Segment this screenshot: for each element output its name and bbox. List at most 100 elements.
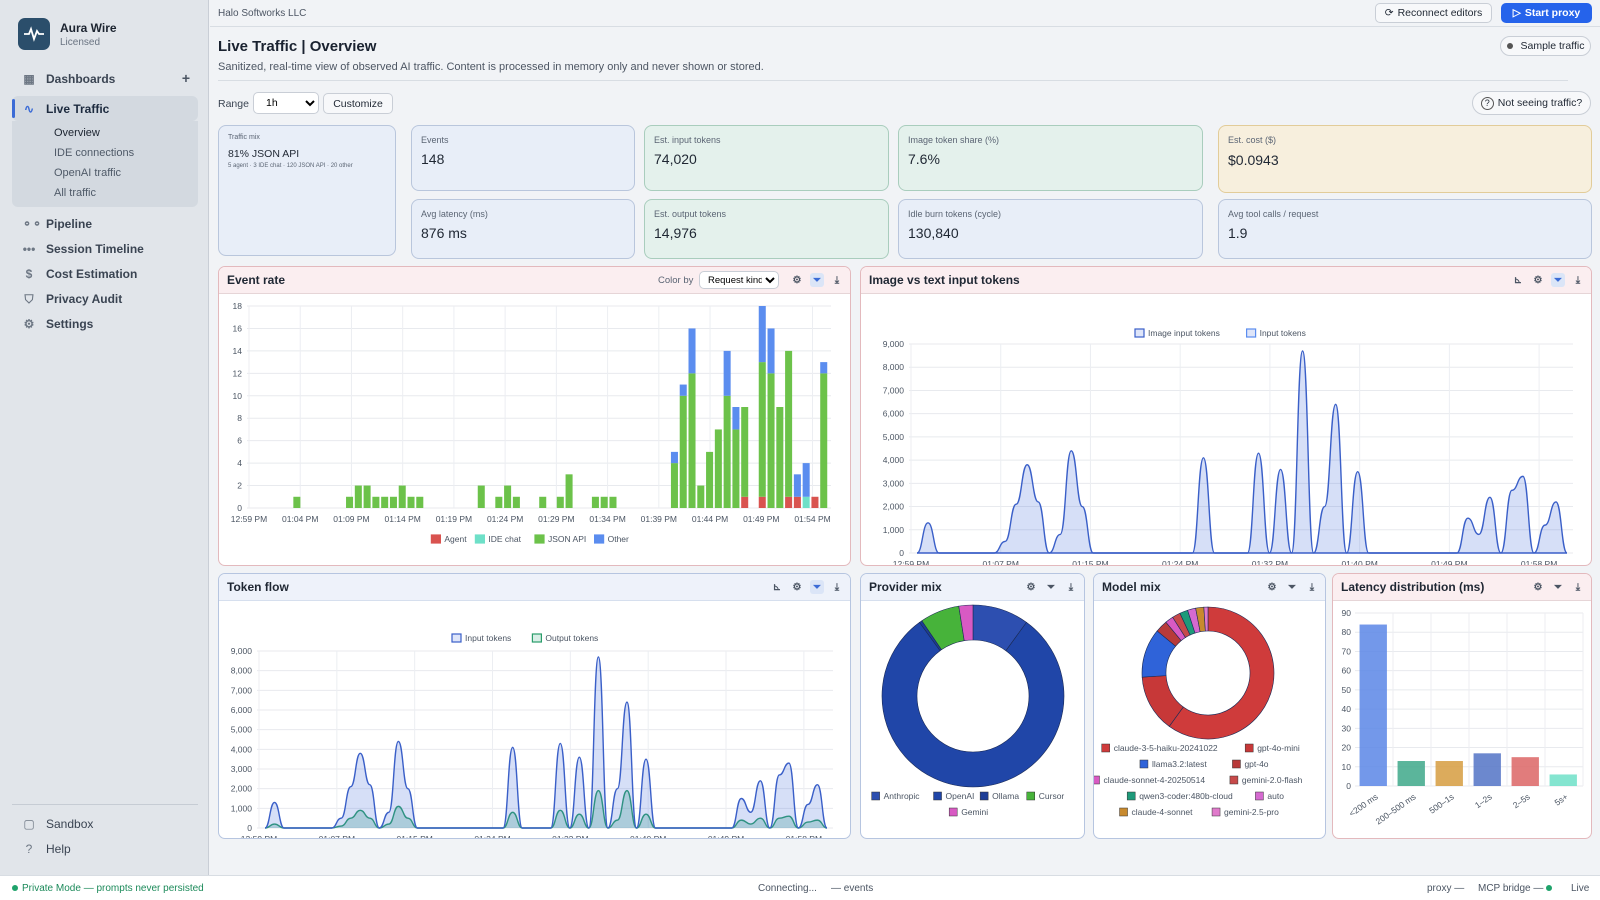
- x-tick-label: 01:39 PM: [641, 514, 677, 524]
- legend-label: claude-sonnet-4-20250514: [1104, 775, 1206, 785]
- sidebar-item-live-traffic[interactable]: ∿ Live Traffic: [12, 96, 198, 121]
- legend-label: Cursor: [1039, 791, 1065, 801]
- bar-segment: [591, 496, 599, 508]
- bar-segment: [802, 463, 810, 497]
- shield-icon: ⛉: [24, 291, 34, 306]
- provider-mix-chart: Anthropic OpenAI Ollama Cursor Gemini: [871, 604, 1065, 817]
- y-tick-label: 7,000: [231, 685, 253, 695]
- color-by-label: Color by: [658, 275, 694, 286]
- x-tick-label: 01:29 PM: [538, 514, 574, 524]
- kpi-label: Idle burn tokens (cycle): [908, 209, 1002, 219]
- y-tick-label: 5,000: [883, 432, 905, 442]
- x-tick-label: 01:58 PM: [1521, 559, 1557, 565]
- subnav-all-traffic[interactable]: All traffic: [54, 187, 96, 199]
- reconnect-editors-button[interactable]: ⟳ Reconnect editors: [1375, 3, 1492, 23]
- not-seeing-traffic-button[interactable]: ? Not seeing traffic?: [1472, 91, 1591, 115]
- download-icon[interactable]: ⤓: [1575, 274, 1581, 286]
- bar-segment: [477, 485, 485, 508]
- sidebar-bottom: ▢ Sandbox ? Help: [12, 804, 198, 861]
- sidebar-item-privacy-audit[interactable]: ⛉ Privacy Audit: [12, 286, 198, 311]
- main-content: Halo Softworks LLC ⟳ Reconnect editors ▷ S…: [210, 0, 1600, 875]
- settings-icon[interactable]: ⚙: [1533, 274, 1543, 286]
- legend-label: gemini-2.0-flash: [1242, 775, 1303, 785]
- range-select[interactable]: 1h: [253, 92, 319, 114]
- settings-icon[interactable]: ⚙: [792, 581, 802, 593]
- legend-label: OpenAI: [946, 791, 975, 801]
- filter-icon[interactable]: ⏷: [1047, 581, 1055, 593]
- kpi-idle-burn: Idle burn tokens (cycle) 130,840: [898, 199, 1203, 259]
- filter-icon[interactable]: ⏷: [1554, 581, 1562, 593]
- legend-swatch: [534, 534, 545, 544]
- sidebar-item-label: Settings: [46, 316, 94, 331]
- x-tick-label: 01:58 PM: [786, 834, 822, 838]
- chart-type-icon[interactable]: ⊾: [772, 581, 782, 593]
- bar: [1435, 761, 1463, 786]
- sidebar-item-cost-estimation[interactable]: $ Cost Estimation: [12, 261, 198, 286]
- x-tick-label: 01:04 PM: [282, 514, 318, 524]
- add-dashboard-icon[interactable]: +: [181, 70, 190, 86]
- filter-icon[interactable]: ⏷: [810, 580, 824, 594]
- filter-icon[interactable]: ⏷: [1551, 273, 1565, 287]
- settings-icon[interactable]: ⚙: [1533, 581, 1543, 593]
- private-mode-status: Private Mode — prompts never persisted: [12, 883, 204, 894]
- settings-icon[interactable]: ⚙: [792, 274, 802, 286]
- bar-segment: [732, 429, 740, 508]
- sidebar-item-sandbox[interactable]: ▢ Sandbox: [12, 811, 198, 836]
- x-tick-label: 01:34 PM: [589, 514, 625, 524]
- sidebar-item-settings[interactable]: ⚙ Settings: [12, 311, 198, 336]
- legend-swatch: [948, 807, 958, 817]
- download-icon[interactable]: ⤓: [1575, 581, 1581, 593]
- start-proxy-button[interactable]: ▷ Start proxy: [1501, 3, 1592, 23]
- x-tick-label: 01:07 PM: [983, 559, 1019, 565]
- bar-segment: [793, 496, 801, 508]
- download-icon[interactable]: ⤓: [834, 581, 840, 593]
- bar: [1359, 624, 1387, 786]
- bar-segment: [767, 328, 775, 374]
- download-icon[interactable]: ⤓: [1309, 581, 1315, 593]
- bar-segment: [688, 328, 696, 374]
- pulse-logo-icon: [18, 18, 50, 50]
- pie-slice: [1168, 606, 1275, 740]
- kpi-value: 7.6%: [908, 151, 940, 167]
- bar-segment: [556, 496, 564, 508]
- customize-button[interactable]: Customize: [323, 93, 393, 114]
- sidebar-item-help[interactable]: ? Help: [12, 836, 198, 861]
- download-icon[interactable]: ⤓: [834, 274, 840, 286]
- bar-segment: [354, 485, 362, 508]
- grid-icon: ▦: [23, 71, 35, 86]
- panel-header: Image vs text input tokens ⊾ ⚙ ⏷ ⤓: [861, 267, 1591, 294]
- model-mix-panel: Model mix ⚙ ⏷ ⤓ claude-3-5-haiku-2024102…: [1093, 573, 1326, 839]
- panel-header: Token flow ⊾ ⚙ ⏷ ⤓: [219, 574, 850, 601]
- download-icon[interactable]: ⤓: [1068, 581, 1074, 593]
- color-by-select[interactable]: Request kind: [699, 271, 779, 289]
- filter-icon[interactable]: ⏷: [1288, 581, 1296, 593]
- x-tick-label: <200 ms: [1347, 791, 1380, 818]
- sidebar-item-dashboards[interactable]: ▦ Dashboards +: [12, 66, 198, 91]
- legend-label: Other: [608, 534, 629, 544]
- y-tick-label: 1,000: [231, 803, 253, 813]
- pie-slice: [958, 604, 974, 642]
- sidebar-item-label: Cost Estimation: [46, 266, 138, 281]
- y-tick-label: 2: [237, 481, 242, 491]
- sample-traffic-button[interactable]: Sample traffic: [1500, 36, 1591, 56]
- sidebar-item-pipeline[interactable]: ⚬⚬ Pipeline: [12, 211, 198, 236]
- sidebar-item-session-timeline[interactable]: ••• Session Timeline: [12, 236, 198, 261]
- y-tick-label: 6,000: [883, 409, 905, 419]
- subnav-openai-traffic[interactable]: OpenAI traffic: [54, 167, 122, 179]
- kpi-label: Avg latency (ms): [421, 209, 488, 219]
- y-tick-label: 30: [1342, 723, 1352, 733]
- settings-icon[interactable]: ⚙: [1267, 581, 1277, 593]
- dollar-icon: $: [25, 266, 33, 281]
- chart-type-icon[interactable]: ⊾: [1513, 274, 1523, 286]
- subnav-ide-connections[interactable]: IDE connections: [54, 147, 135, 159]
- settings-icon[interactable]: ⚙: [1026, 581, 1036, 593]
- filter-icon[interactable]: ⏷: [810, 273, 824, 287]
- x-tick-label: 01:40 PM: [630, 834, 666, 838]
- legend-label: gemini-2.5-pro: [1224, 807, 1279, 817]
- pulse-icon: ∿: [23, 101, 35, 116]
- series-line: [264, 656, 828, 829]
- subnav-overview[interactable]: Overview: [54, 127, 100, 139]
- bar-segment: [539, 496, 547, 508]
- x-tick-label: 01:54 PM: [794, 514, 830, 524]
